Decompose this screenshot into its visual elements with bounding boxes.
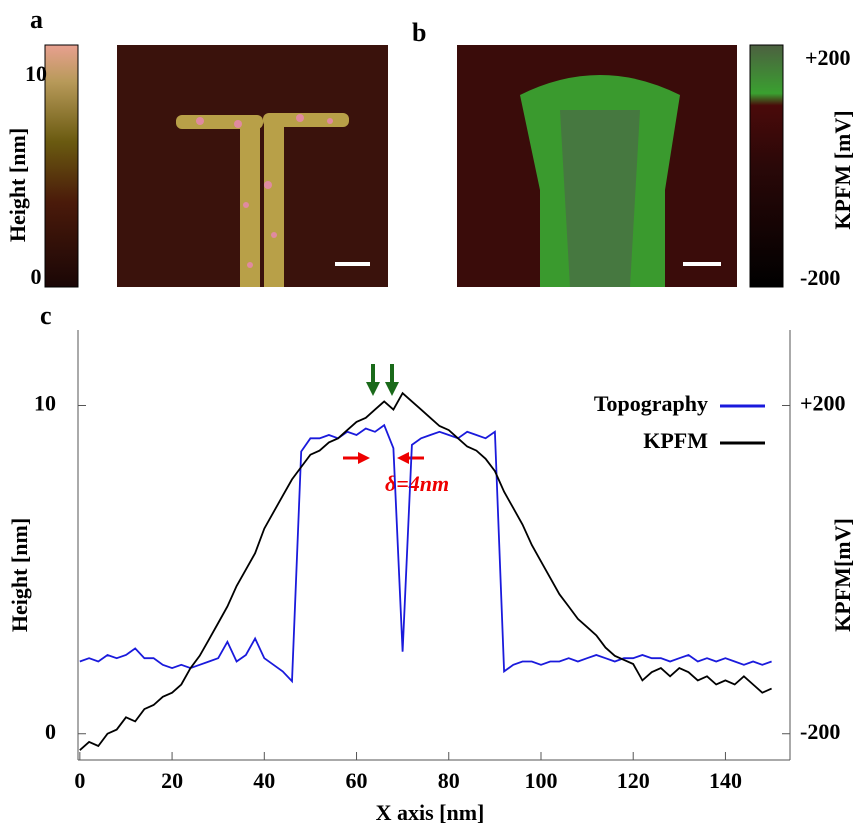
x-tick-label: 80 — [438, 768, 460, 793]
x-tick-label: 100 — [524, 768, 557, 793]
nanowire — [176, 113, 349, 287]
panel-label: a — [30, 5, 43, 34]
colorbar-label: -200 — [800, 265, 840, 290]
arrows — [343, 364, 424, 464]
y2-tick-label: +200 — [800, 391, 846, 416]
series-line — [79, 391, 772, 751]
x-tick-label: 60 — [346, 768, 368, 793]
scale-bar — [683, 262, 721, 266]
x-tick-label: 40 — [253, 768, 275, 793]
colorbar-label: +200 — [805, 45, 851, 70]
axis-label: Height [nm] — [5, 128, 30, 242]
panel-label: c — [40, 301, 52, 330]
colorbar-label: 0 — [31, 264, 42, 289]
y-axis-label: Height [nm] — [7, 518, 32, 632]
legend-label: KPFM — [643, 428, 708, 453]
y-tick-label: 10 — [34, 391, 56, 416]
x-tick-label: 120 — [617, 768, 650, 793]
axis-label: KPFM [mV] — [830, 110, 855, 229]
legend-label: Topography — [594, 391, 708, 416]
scale-bar — [335, 262, 370, 266]
panel-label: b — [412, 18, 426, 47]
x-tick-label: 140 — [709, 768, 742, 793]
y-tick-label: 0 — [45, 719, 56, 744]
colorbar — [749, 44, 784, 288]
series-line — [79, 423, 772, 684]
y2-tick-label: -200 — [800, 719, 840, 744]
x-axis-label: X axis [nm] — [376, 800, 485, 825]
kpfm-region — [560, 110, 640, 287]
x-tick-label: 20 — [161, 768, 183, 793]
y2-axis-label: KPFM[mV] — [830, 518, 855, 632]
colorbar-label: 10 — [25, 61, 47, 86]
x-tick-label: 0 — [74, 768, 85, 793]
colorbar — [44, 44, 79, 288]
